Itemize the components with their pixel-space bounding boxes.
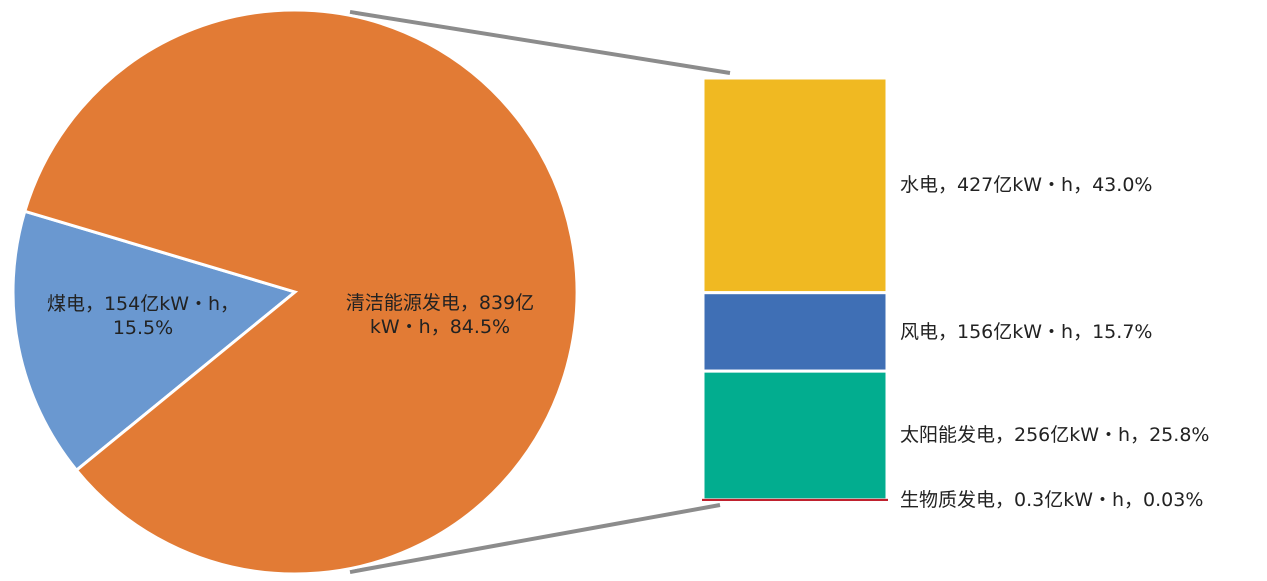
data-label: 风电，156亿kW・h，15.7% — [900, 320, 1153, 343]
connector-line — [349, 503, 721, 574]
data-label: 清洁能源发电，839亿kW・h，84.5% — [345, 292, 535, 338]
data-label: 生物质发电，0.3亿kW・h，0.03% — [900, 488, 1204, 511]
pie-slice — [11, 209, 299, 473]
bar-segment — [701, 291, 889, 373]
data-label: 太阳能发电，256亿kW・h，25.8% — [900, 424, 1210, 447]
bar-segment — [701, 76, 889, 295]
bar-segment — [701, 369, 889, 502]
connector-line — [349, 10, 731, 75]
data-label: 水电，427亿kW・h，43.0% — [900, 174, 1153, 197]
pie-slice — [22, 8, 579, 576]
data-label: 煤电，154亿kW・h，15.5% — [46, 293, 240, 339]
